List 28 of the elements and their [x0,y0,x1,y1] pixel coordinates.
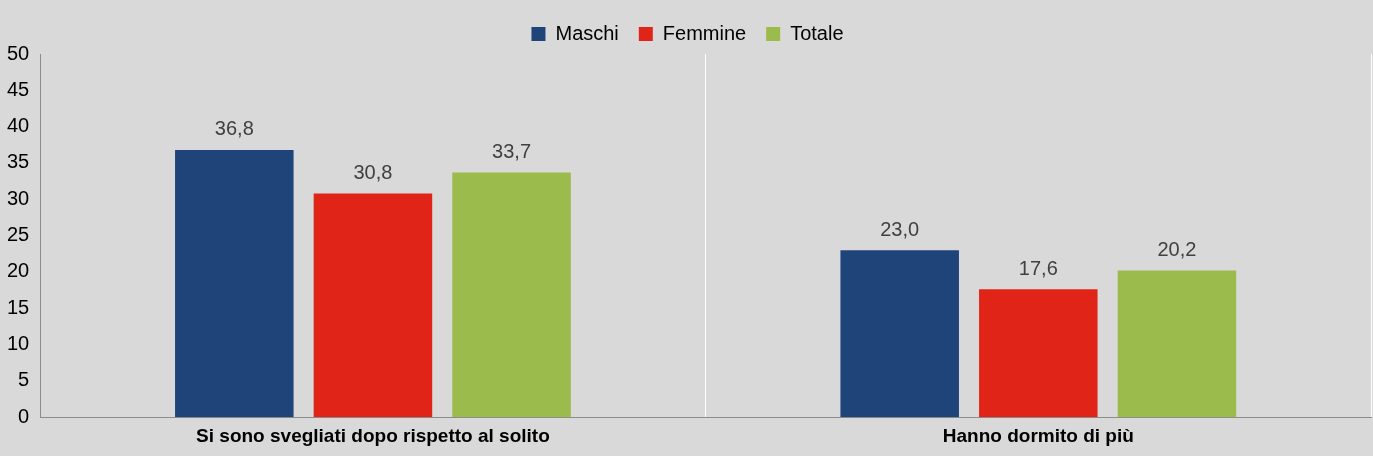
y-tick-label: 5 [18,368,30,391]
y-tick-label: 30 [7,186,30,209]
bar [840,250,959,418]
data-label: 30,8 [353,160,393,183]
data-label: 20,2 [1157,237,1197,260]
y-tick-label: 10 [7,332,30,355]
bar [175,149,294,418]
legend-label: Femmine [662,21,747,44]
legend-label: Totale [790,21,844,44]
y-tick-label: 45 [7,77,30,100]
y-tick-label: 35 [7,150,30,173]
y-tick-label: 20 [7,259,30,282]
y-tick-label: 0 [18,404,30,427]
x-tick-label: Si sono svegliati dopo rispetto al solito [196,424,550,446]
y-tick-label: 25 [7,223,30,246]
bar [452,172,571,418]
data-label: 33,7 [492,139,532,162]
data-label: 23,0 [880,217,920,240]
bar [1117,270,1237,418]
y-tick-label: 50 [7,41,30,64]
legend-label: Maschi [555,21,619,44]
y-tick-label: 15 [7,295,30,318]
x-tick-label: Hanno dormito di più [942,424,1134,446]
y-tick-label: 40 [7,114,30,137]
bar [313,193,433,418]
data-label: 36,8 [214,117,254,140]
bar [979,289,1098,418]
data-label: 17,6 [1018,256,1058,279]
